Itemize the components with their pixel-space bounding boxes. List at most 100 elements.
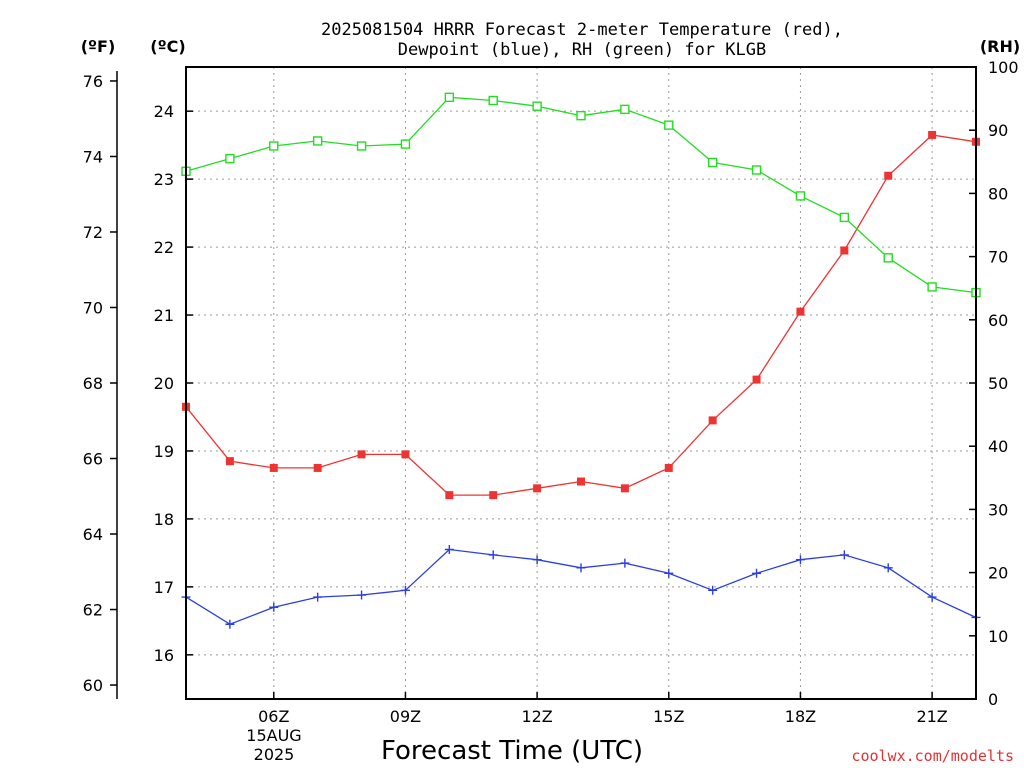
temperature-point — [533, 484, 542, 493]
temperature-point — [577, 477, 585, 486]
dewpoint-point — [488, 550, 498, 560]
x-tick-label: 09Z — [390, 707, 421, 726]
dewpoint-point — [839, 550, 849, 560]
temperature-line — [185, 134, 977, 496]
rh-tick-label: 30 — [988, 500, 1008, 519]
temperature-point — [401, 450, 410, 459]
celsius-tick-label: 20 — [154, 374, 174, 393]
rh-tick-label: 60 — [988, 311, 1008, 330]
series-layer — [181, 92, 981, 629]
x-tick-label: 12Z — [521, 707, 552, 726]
temperature-point — [752, 375, 761, 384]
rh-point — [883, 253, 893, 263]
rh-point — [620, 104, 630, 115]
rh-tick-label: 10 — [988, 627, 1008, 646]
rh-point — [356, 141, 367, 151]
dewpoint-point — [269, 602, 279, 612]
rh-tick-label: 50 — [988, 374, 1008, 393]
x-axis-date-line1: 15AUG — [246, 726, 301, 745]
rh-tick-label: 90 — [988, 121, 1008, 140]
dewpoint-point — [357, 590, 367, 600]
temperature-point — [708, 416, 717, 425]
credit-text: coolwx.com/modelts — [851, 747, 1014, 765]
temperature-point — [840, 246, 849, 255]
fahrenheit-unit-label: (ºF) — [81, 37, 116, 56]
dewpoint-point — [620, 558, 630, 568]
rh-tick-label: 0 — [988, 690, 998, 709]
rh-axis: 0 10 20 30 40 50 60 70 80 90 100 — [969, 58, 1019, 709]
celsius-tick-label: 17 — [154, 578, 174, 597]
series-rh — [181, 92, 981, 298]
grid-lines — [186, 67, 976, 699]
x-axis: 06Z 09Z 12Z 15Z 18Z 21Z — [258, 692, 948, 726]
temperature-point — [269, 463, 278, 472]
temperature-point — [796, 307, 805, 316]
dewpoint-point — [400, 585, 410, 595]
dewpoint-point — [225, 619, 235, 629]
celsius-tick-label: 21 — [154, 306, 174, 325]
rh-point — [927, 282, 937, 292]
x-tick-label: 21Z — [916, 707, 947, 726]
fahrenheit-tick-label: 74 — [83, 147, 103, 166]
rh-point — [400, 139, 411, 149]
temperature-point — [357, 450, 366, 459]
rh-point — [225, 153, 235, 164]
fahrenheit-tick-label: 62 — [83, 601, 103, 620]
rh-point — [532, 101, 542, 111]
celsius-tick-label: 19 — [154, 442, 174, 461]
temperature-point — [225, 457, 234, 466]
temperature-point — [884, 171, 893, 180]
fahrenheit-tick-label: 76 — [83, 72, 103, 91]
celsius-tick-label: 22 — [154, 238, 174, 257]
dewpoint-point — [444, 544, 454, 554]
dewpoint-point — [883, 563, 893, 573]
temperature-point — [928, 130, 937, 139]
temperature-point — [445, 491, 454, 500]
temperature-point — [620, 484, 629, 493]
fahrenheit-tick-label: 64 — [83, 525, 103, 544]
rh-point — [707, 157, 718, 168]
dewpoint-point — [664, 568, 674, 578]
dewpoint-line — [185, 548, 977, 625]
plot-frame — [185, 66, 977, 700]
rh-unit-label: (RH) — [980, 37, 1020, 56]
celsius-tick-label: 23 — [154, 170, 174, 189]
rh-point — [488, 95, 498, 106]
celsius-tick-label: 16 — [154, 646, 174, 665]
fahrenheit-tick-label: 66 — [83, 450, 103, 469]
x-axis-date-line2: 2025 — [254, 745, 295, 764]
chart-title-line1: 2025081504 HRRR Forecast 2-meter Tempera… — [321, 20, 843, 40]
rh-point — [269, 141, 279, 151]
rh-tick-label: 80 — [988, 184, 1008, 203]
rh-point — [576, 110, 586, 121]
fahrenheit-tick-label: 68 — [83, 374, 103, 393]
dewpoint-point — [752, 568, 762, 578]
rh-point — [664, 120, 674, 130]
rh-point — [312, 136, 323, 146]
rh-point — [444, 92, 455, 103]
fahrenheit-tick-label: 70 — [83, 298, 103, 317]
x-tick-label: 06Z — [258, 707, 289, 726]
temperature-point — [664, 463, 673, 472]
dewpoint-point — [708, 585, 718, 595]
rh-tick-label: 70 — [988, 248, 1008, 267]
celsius-tick-label: 18 — [154, 510, 174, 529]
celsius-axis: 16 17 18 19 20 21 22 23 24 — [154, 102, 193, 665]
temperature-point — [313, 463, 322, 472]
fahrenheit-axis: 60 62 64 66 68 70 72 74 76 — [83, 70, 118, 700]
rh-tick-label: 40 — [988, 437, 1008, 456]
dewpoint-point — [532, 555, 542, 565]
rh-tick-label: 20 — [988, 564, 1008, 583]
rh-point — [751, 165, 762, 175]
dewpoint-point — [795, 555, 805, 565]
rh-point — [839, 212, 850, 223]
celsius-unit-label: (ºC) — [150, 37, 185, 56]
rh-line — [185, 96, 977, 294]
chart-title-line2: Dewpoint (blue), RH (green) for KLGB — [398, 40, 766, 60]
temperature-point — [489, 491, 498, 500]
x-tick-label: 15Z — [653, 707, 684, 726]
dewpoint-point — [576, 563, 586, 573]
x-axis-title: Forecast Time (UTC) — [381, 736, 643, 766]
fahrenheit-tick-label: 72 — [83, 223, 103, 242]
